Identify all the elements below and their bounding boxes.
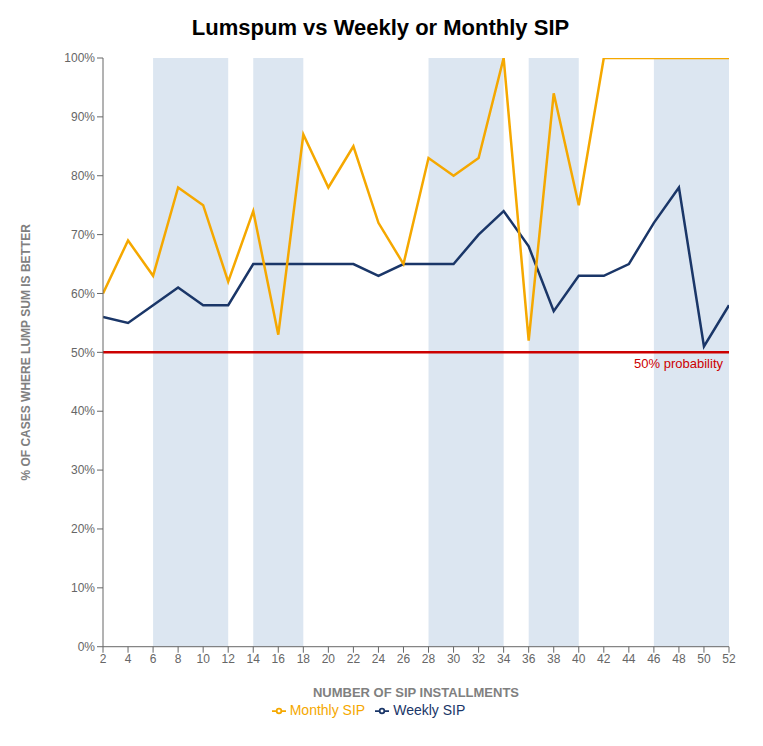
- svg-text:12: 12: [222, 652, 236, 666]
- svg-text:32: 32: [472, 652, 486, 666]
- svg-text:0%: 0%: [78, 640, 96, 654]
- svg-text:2: 2: [100, 652, 107, 666]
- svg-text:% OF CASES WHERE LUMP SUM IS B: % OF CASES WHERE LUMP SUM IS BETTER: [19, 224, 33, 481]
- html-text:Weekly SIP: Weekly SIP: [393, 701, 466, 718]
- svg-text:20: 20: [322, 652, 336, 666]
- svg-text:30%: 30%: [71, 463, 95, 477]
- svg-text:4: 4: [125, 652, 132, 666]
- svg-text:6: 6: [150, 652, 157, 666]
- html-text:Monthly SIP: Monthly SIP: [289, 701, 366, 718]
- svg-text:70%: 70%: [71, 228, 95, 242]
- svg-text:14: 14: [247, 652, 261, 666]
- svg-text:38: 38: [547, 652, 561, 666]
- svg-text:28: 28: [422, 652, 436, 666]
- svg-text:36: 36: [522, 652, 536, 666]
- svg-text:26: 26: [397, 652, 411, 666]
- svg-text:46: 46: [647, 652, 661, 666]
- svg-text:40%: 40%: [71, 404, 95, 418]
- svg-text:50%: 50%: [71, 346, 95, 360]
- svg-text:18: 18: [297, 652, 311, 666]
- svg-text:40: 40: [572, 652, 586, 666]
- svg-text:30: 30: [447, 652, 461, 666]
- svg-text:80%: 80%: [71, 169, 95, 183]
- svg-text:44: 44: [622, 652, 636, 666]
- svg-text:52: 52: [722, 652, 736, 666]
- svg-text:20%: 20%: [71, 522, 95, 536]
- svg-text:NUMBER OF SIP INSTALLMENTS: NUMBER OF SIP INSTALLMENTS: [313, 685, 519, 700]
- svg-text:34: 34: [497, 652, 511, 666]
- svg-text:48: 48: [672, 652, 686, 666]
- svg-text:22: 22: [347, 652, 361, 666]
- svg-text:10%: 10%: [71, 581, 95, 595]
- svg-text:50: 50: [697, 652, 711, 666]
- svg-text:16: 16: [272, 652, 286, 666]
- svg-text:10: 10: [196, 652, 210, 666]
- svg-text:24: 24: [372, 652, 386, 666]
- svg-text:8: 8: [175, 652, 182, 666]
- svg-text:60%: 60%: [71, 287, 95, 301]
- svg-text:42: 42: [597, 652, 611, 666]
- svg-text:90%: 90%: [71, 110, 95, 124]
- svg-text:100%: 100%: [64, 51, 95, 65]
- html-text:Lumspum vs Weekly or Monthly S: Lumspum vs Weekly or Monthly SIP: [191, 15, 570, 40]
- svg-text:50% probability: 50% probability: [634, 356, 723, 371]
